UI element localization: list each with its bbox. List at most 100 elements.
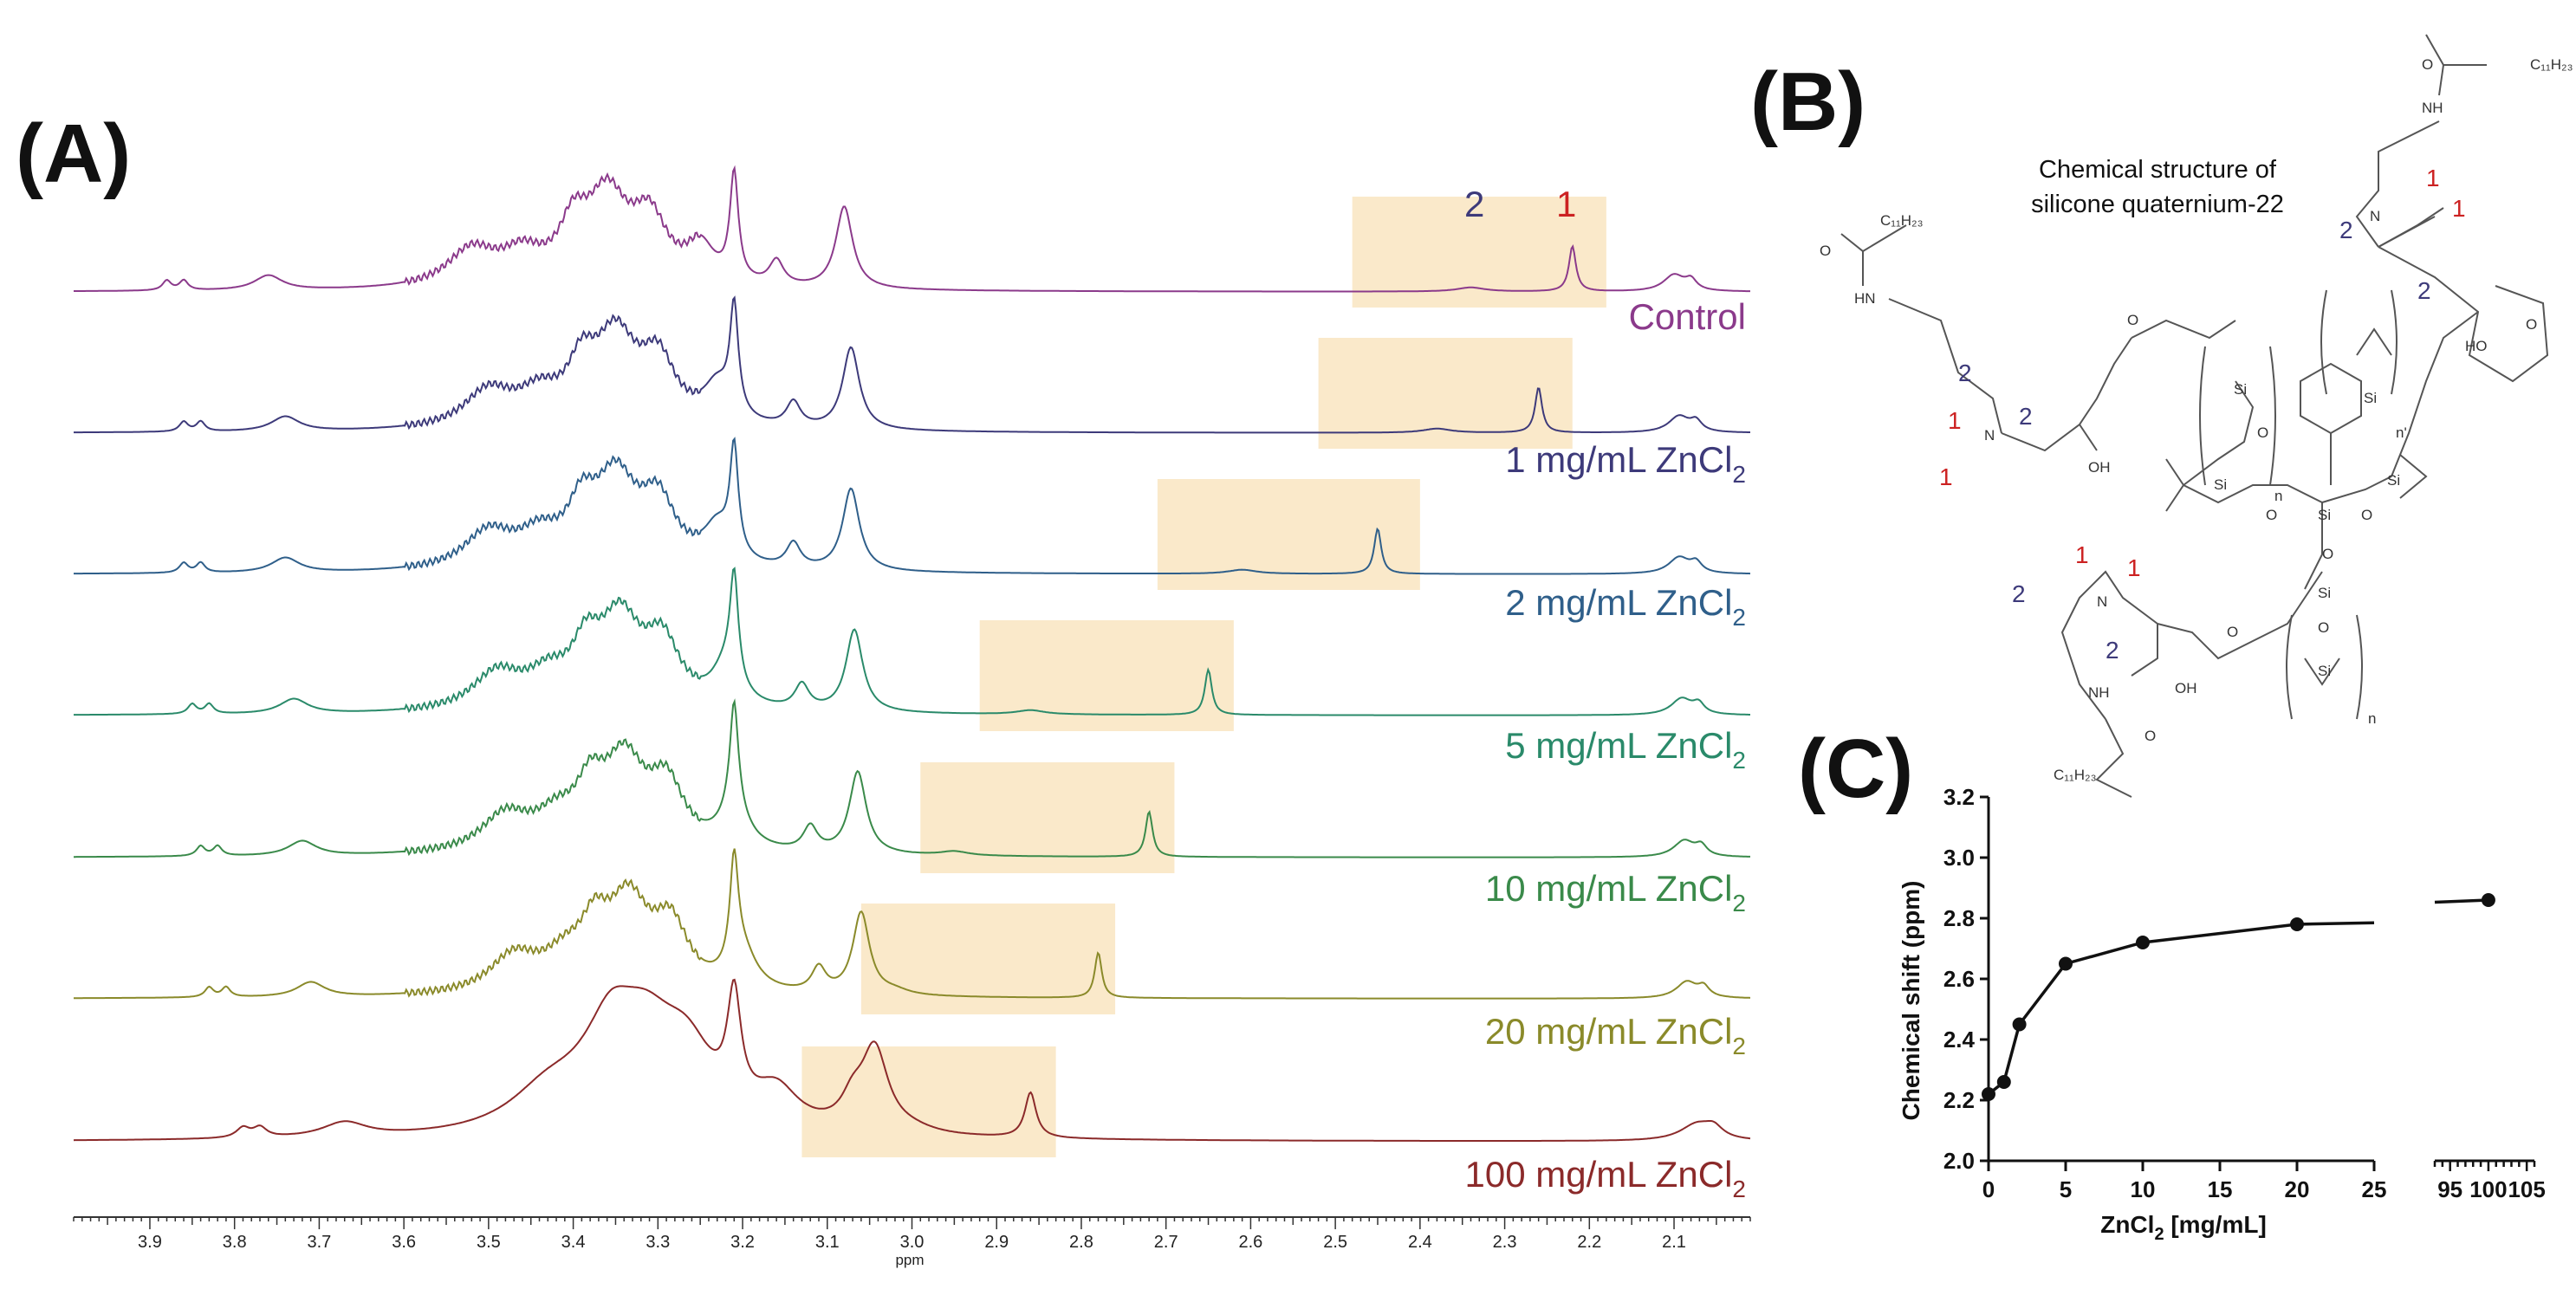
- si-methyls: [2356, 327, 2392, 356]
- atom-o-core-4: O: [2322, 546, 2333, 562]
- bottom-bracket-left: [2286, 614, 2293, 720]
- struct-label-2-b: 2: [2417, 277, 2431, 304]
- atom-si-bottom-2: Si: [2318, 663, 2331, 679]
- core-bonds-2: [2183, 484, 2323, 504]
- shift-y-tick-label: 2.8: [1943, 905, 1975, 931]
- atom-oh-left: OH: [2088, 459, 2111, 476]
- spectrum-label: Control: [1629, 296, 1746, 337]
- atom-n-sub-bottom: n: [2368, 710, 2376, 727]
- atom-si-top: Si: [2364, 390, 2377, 406]
- shift-highlight-group: [801, 197, 1606, 1157]
- shift-x-tick-label: 5: [2060, 1176, 2072, 1202]
- left-carbonyl: [1840, 224, 1907, 253]
- spectrum-label: 100 mg/mL ZnCl2: [1465, 1154, 1746, 1202]
- shift-x-tick-label: 95: [2437, 1176, 2462, 1202]
- nmr-x-axis: 3.9 3.8 3.7 3.6 3.5 3.4 3.3 3.2 3.1 3.0 2.9 2.8 2.7 2…: [73, 1216, 1751, 1268]
- shift-data-point: [2059, 956, 2073, 971]
- atom-hn-left: HN: [1854, 290, 1876, 307]
- nmr-tick-label: 2.6: [1239, 1233, 1263, 1252]
- shift-y-tick-label: 3.2: [1943, 784, 1975, 810]
- nmr-tick-label: 3.6: [392, 1233, 416, 1252]
- nmr-tick-label: 3.4: [561, 1233, 586, 1252]
- shift-data-point: [2290, 917, 2304, 931]
- peak-label-2: 2: [1464, 184, 1484, 224]
- shift-x-tick-label: 100: [2469, 1176, 2507, 1202]
- nmr-tick-label: 2.3: [1493, 1233, 1517, 1252]
- nmr-tick-label: 3.1: [815, 1233, 840, 1252]
- propyl-chain: [2355, 120, 2440, 248]
- shift-data-point: [1996, 1075, 2011, 1089]
- bottom-linker: [2157, 571, 2323, 660]
- spectrum-trace: [74, 295, 1750, 434]
- carbonyl-bond: [2425, 34, 2487, 66]
- atom-o-top: O: [2422, 56, 2433, 73]
- core-bonds-1: [2183, 380, 2255, 486]
- nmr-axis-unit: ppm: [895, 1252, 924, 1268]
- phenyl-ring: [2300, 362, 2362, 435]
- nmr-tick-label: 3.9: [138, 1233, 162, 1252]
- atom-alkyl-top: C₁₁H₂₃: [2530, 56, 2573, 73]
- shift-line-segment: [1987, 921, 2375, 1096]
- shift-y-tick-label: 2.2: [1943, 1087, 1975, 1113]
- shift-x-tick-label: 0: [1982, 1176, 1995, 1202]
- bottom-arm: N O Si O Si n OH NH O C₁₁H₂₃ 1 1 2 2: [2012, 541, 2376, 798]
- core-bracket-right: [2269, 346, 2276, 486]
- structure-title-line2: silicone quaternium-22: [2031, 191, 2284, 218]
- shift-data-point: [2012, 1017, 2027, 1032]
- nmr-tick-label: 3.0: [900, 1233, 925, 1252]
- methyl-bond-2: [2378, 216, 2436, 248]
- spectrum-trace: [74, 848, 1751, 1000]
- spectrum-trace: [74, 698, 1750, 858]
- atom-n-left: N: [1984, 427, 1995, 444]
- si-methyls-left: [2165, 458, 2185, 512]
- atom-n-top: N: [2370, 208, 2380, 224]
- chemical-structure-panel: Chemical structure of silicone quaterniu…: [1820, 34, 2573, 798]
- nmr-tick-label: 3.8: [223, 1233, 247, 1252]
- atom-o-left: O: [1820, 243, 1831, 259]
- spectrum-trace: [74, 437, 1751, 575]
- shift-data-point: [2481, 893, 2495, 907]
- nmr-tick-label: 2.1: [1662, 1233, 1686, 1252]
- nmr-tick-label: 2.4: [1408, 1233, 1432, 1252]
- nmr-tick-label: 2.5: [1323, 1233, 1347, 1252]
- shift-x-tick-label: 15: [2208, 1176, 2233, 1202]
- left-linker: [2001, 337, 2132, 452]
- shift-y-axis-label: Chemical shift (ppm): [1898, 881, 1924, 1121]
- core-bonds-3: [2321, 476, 2392, 503]
- struct-label-1-d: 1: [1939, 463, 1953, 490]
- top-right-arm: O C₁₁H₂₃ NH N HO O Si n' 1 1 2 2: [2320, 34, 2573, 477]
- atom-si-bottom-1: Si: [2318, 585, 2331, 601]
- shift-y-tick-label: 2.0: [1943, 1148, 1975, 1174]
- struct-label-1-b: 1: [2452, 195, 2466, 222]
- atom-alkyl-bottom: C₁₁H₂₃: [2054, 767, 2097, 783]
- shift-data-point: [2136, 936, 2150, 949]
- struct-label-1-a: 1: [2426, 165, 2440, 191]
- atom-ho-right: HO: [2465, 338, 2488, 354]
- nmr-tick-label: 3.7: [308, 1233, 332, 1252]
- struct-label-1-e: 1: [2075, 541, 2089, 568]
- nmr-ticks: 3.9 3.8 3.7 3.6 3.5 3.4 3.3 3.2 3.1 3.0 2.9 2.8 2.7 2…: [73, 1217, 1751, 1252]
- bracket-left: [2320, 289, 2327, 395]
- spectrum-labels: Control 1 mg/mL ZnCl2 2 mg/mL ZnCl2 5 mg/mL…: [1465, 296, 1746, 1202]
- struct-label-1-f: 1: [2127, 554, 2141, 581]
- nmr-tick-label: 2.2: [1577, 1233, 1601, 1252]
- shift-x-tick-label: 25: [2362, 1176, 2387, 1202]
- left-oh-bond: [2079, 424, 2098, 451]
- panel-b-label: (B): [1750, 55, 1865, 148]
- shift-series: [1982, 893, 2495, 1101]
- bottom-bracket-right: [2356, 614, 2363, 720]
- bottom-propyl: [2060, 570, 2158, 720]
- siloxane-core: Si O n Si O Si O Si O: [2165, 346, 2428, 590]
- atom-o-left-2: O: [2127, 312, 2138, 328]
- left-arm: O C₁₁H₂₃ HN N OH O 1 1 2 2: [1820, 212, 2236, 490]
- core-bonds-4: [2304, 502, 2323, 590]
- structure-title-line1: Chemical structure of: [2039, 156, 2277, 184]
- nmr-tick-label: 3.3: [646, 1233, 670, 1252]
- atom-o-bottom-2: O: [2318, 619, 2329, 636]
- nmr-tick-label: 2.9: [984, 1233, 1009, 1252]
- spectrum-label: 2 mg/mL ZnCl2: [1505, 582, 1746, 631]
- ring-bonds: [2378, 246, 2549, 383]
- spectrum-trace: [73, 978, 1751, 1142]
- si-methyls-right: [2399, 454, 2428, 499]
